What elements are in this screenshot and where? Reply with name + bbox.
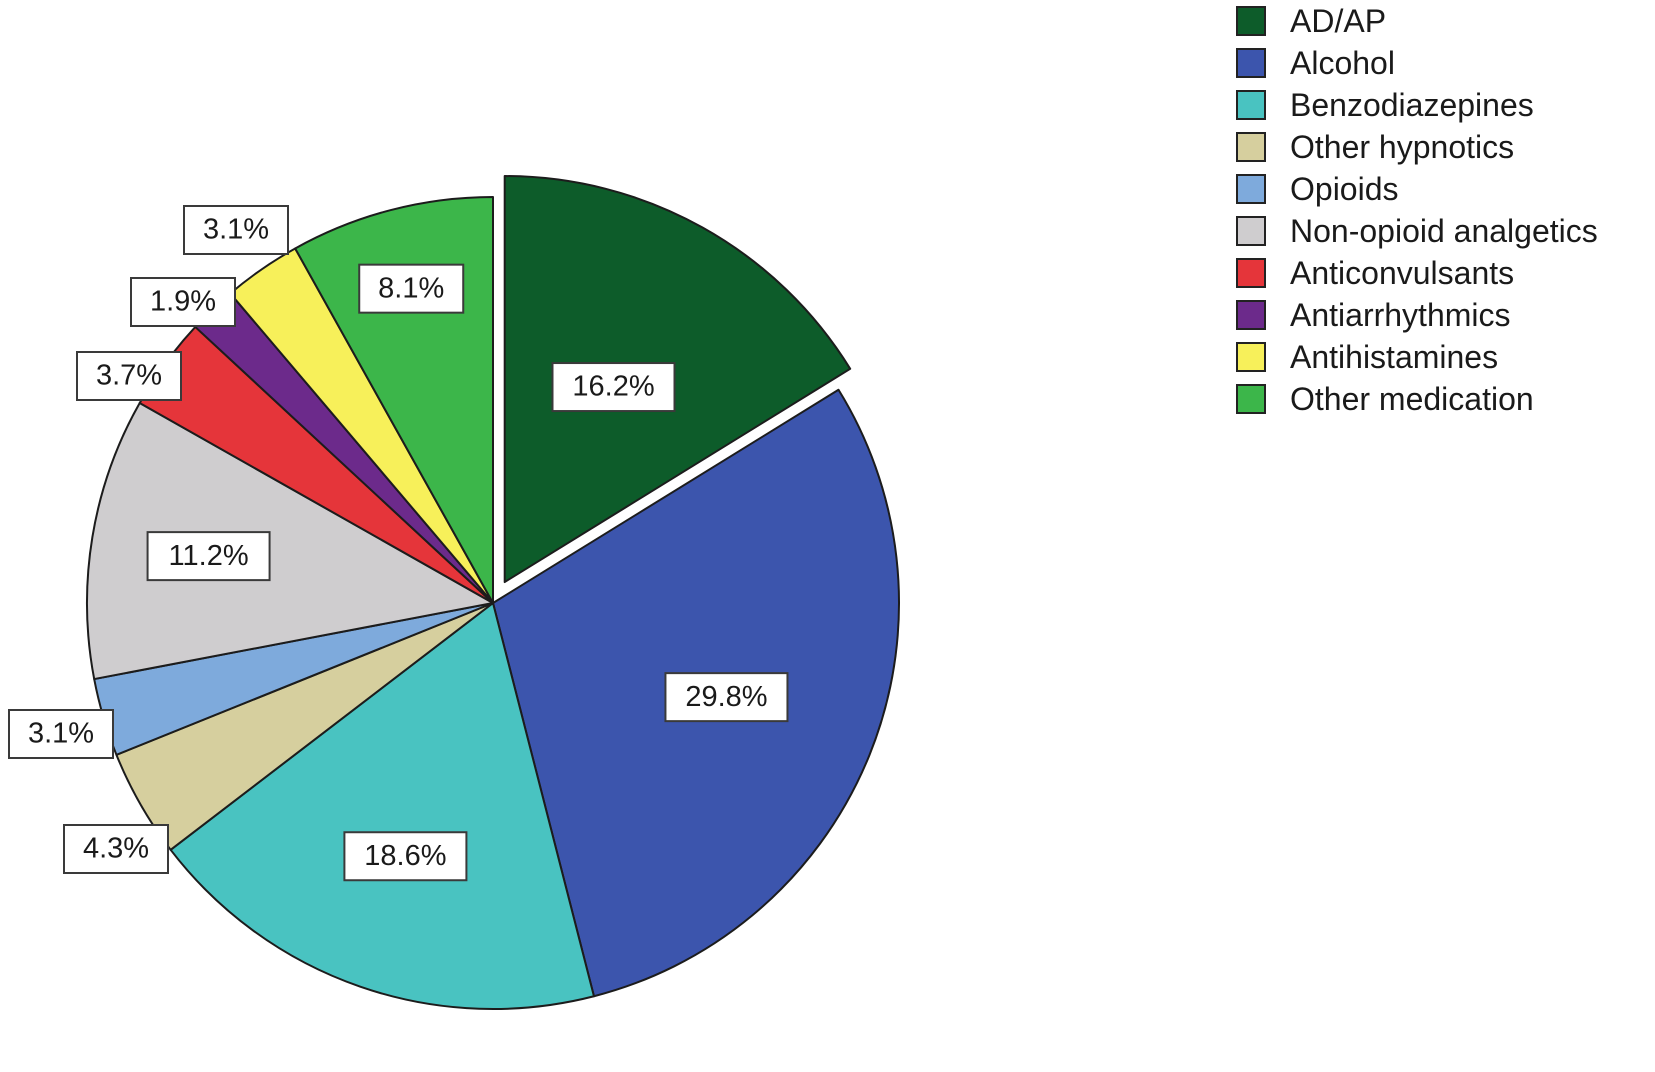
data-label-text: 3.1% bbox=[28, 718, 94, 750]
legend-item-anticonvulsants: Anticonvulsants bbox=[1236, 252, 1598, 294]
legend-item-antiarrhythmics: Antiarrhythmics bbox=[1236, 294, 1598, 336]
data-label-benzodiazepines: 18.6% bbox=[343, 831, 468, 882]
pie-slice-ad-ap bbox=[503, 175, 852, 584]
data-label-antiarrhythmics: 1.9% bbox=[130, 277, 236, 327]
data-label-antihistamines: 3.1% bbox=[183, 205, 289, 255]
data-label-alcohol: 29.8% bbox=[664, 672, 789, 723]
legend-item-benzodiazepines: Benzodiazepines bbox=[1236, 84, 1598, 126]
data-label-text: 8.1% bbox=[378, 272, 444, 304]
data-label-text: 1.9% bbox=[150, 286, 216, 318]
legend-swatch bbox=[1236, 48, 1266, 78]
legend-swatch bbox=[1236, 90, 1266, 120]
legend-swatch bbox=[1236, 132, 1266, 162]
data-label-text: 16.2% bbox=[572, 371, 654, 403]
legend-label: Benzodiazepines bbox=[1290, 86, 1534, 123]
pie-slice-non-opioid-analgetics bbox=[86, 401, 494, 681]
legend-label: Antiarrhythmics bbox=[1290, 296, 1511, 333]
legend-item-opioids: Opioids bbox=[1236, 168, 1598, 210]
legend-item-alcohol: Alcohol bbox=[1236, 42, 1598, 84]
data-label-text: 11.2% bbox=[169, 540, 249, 572]
data-label-ad-ap: 16.2% bbox=[551, 362, 676, 413]
data-label-text: 3.7% bbox=[96, 360, 162, 392]
data-label-other-medication: 8.1% bbox=[358, 263, 465, 314]
legend-label: Non-opioid analgetics bbox=[1290, 212, 1598, 249]
data-label-box bbox=[63, 824, 169, 874]
data-label-box bbox=[8, 709, 114, 759]
data-label-non-opioid-analgetics: 11.2% bbox=[146, 531, 271, 582]
legend-swatch bbox=[1236, 258, 1266, 288]
data-label-box bbox=[146, 531, 271, 582]
legend-swatch bbox=[1236, 300, 1266, 330]
legend-label: Other hypnotics bbox=[1290, 128, 1515, 165]
data-label-box bbox=[664, 672, 789, 723]
data-label-text: 3.1% bbox=[203, 214, 269, 246]
data-label-box bbox=[130, 277, 236, 327]
data-label-opioids: 3.1% bbox=[8, 709, 114, 759]
legend-label: Other medication bbox=[1290, 380, 1534, 417]
legend-item-non-opioid-analgetics: Non-opioid analgetics bbox=[1236, 210, 1598, 252]
legend-swatch bbox=[1236, 174, 1266, 204]
legend-item-antihistamines: Antihistamines bbox=[1236, 336, 1598, 378]
legend-swatch bbox=[1236, 384, 1266, 414]
legend-label: AD/AP bbox=[1290, 2, 1387, 39]
legend: AD/AP Alcohol Benzodiazepines Other hypnoti… bbox=[1236, 0, 1598, 420]
data-label-box bbox=[76, 351, 182, 401]
legend-item-ad-ap: AD/AP bbox=[1236, 0, 1598, 42]
legend-swatch bbox=[1236, 216, 1266, 246]
data-label-box bbox=[183, 205, 289, 255]
data-label-anticonvulsants: 3.7% bbox=[76, 351, 182, 401]
legend-label: Anticonvulsants bbox=[1290, 254, 1515, 291]
data-label-box bbox=[343, 831, 468, 882]
legend-label: Opioids bbox=[1290, 170, 1399, 207]
data-label-box bbox=[551, 362, 676, 413]
legend-label: Alcohol bbox=[1290, 44, 1395, 81]
pie-slice-benzodiazepines bbox=[169, 602, 595, 1010]
data-label-text: 18.6% bbox=[364, 840, 446, 872]
data-label-text: 4.3% bbox=[83, 833, 149, 865]
data-label-text: 29.8% bbox=[685, 681, 767, 713]
data-label-other-hypnotics: 4.3% bbox=[63, 824, 169, 874]
legend-item-other-medication: Other medication bbox=[1236, 378, 1598, 420]
legend-swatch bbox=[1236, 6, 1266, 36]
legend-label: Antihistamines bbox=[1290, 338, 1499, 375]
legend-item-other-hypnotics: Other hypnotics bbox=[1236, 126, 1598, 168]
data-label-box bbox=[358, 263, 465, 314]
legend-swatch bbox=[1236, 342, 1266, 372]
